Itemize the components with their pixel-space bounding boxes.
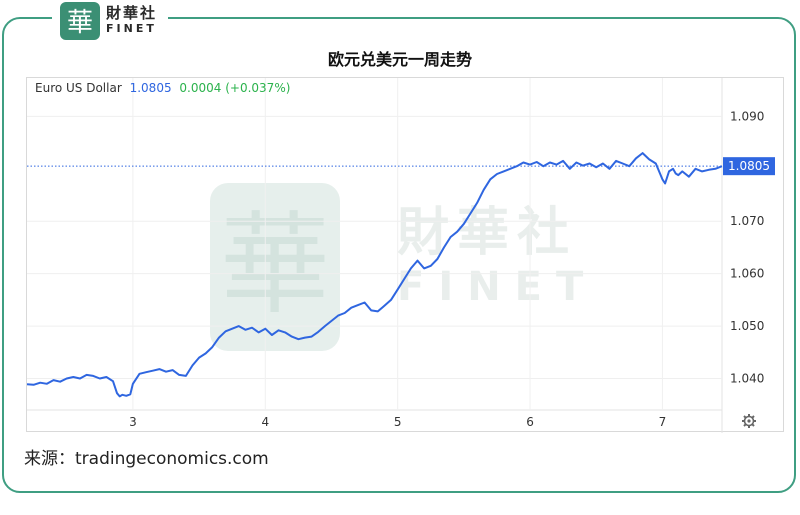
y-axis: 1.090 1.070 1.060 1.050 1.040 <box>730 109 764 385</box>
y-tick-label: 1.050 <box>730 319 764 333</box>
chart-header: Euro US Dollar 1.0805 0.0004 (+0.037%) <box>35 81 290 95</box>
x-tick-label: 7 <box>659 415 667 429</box>
brand-name-en: FINET <box>106 22 157 35</box>
series-price: 1.0805 <box>130 81 172 95</box>
svg-text:Euro US Dollar 1.0805: Euro US Dollar 1.0805 0.0004 (+0.037%) <box>35 81 290 95</box>
chart-title: 欧元兑美元一周走势 <box>327 50 472 69</box>
gear-icon[interactable] <box>742 414 756 428</box>
series-name: Euro US Dollar <box>35 81 122 95</box>
brand-seal: 華 <box>60 2 100 40</box>
current-price-box <box>723 157 775 176</box>
source-note: 来源：tradingeconomics.com <box>24 449 269 469</box>
series-change: 0.0004 (+0.037%) <box>179 81 290 95</box>
y-tick-label: 1.060 <box>730 267 764 281</box>
y-tick-label: 1.070 <box>730 214 764 228</box>
seal-icon: 華 <box>67 8 93 38</box>
x-tick-label: 5 <box>394 415 402 429</box>
current-price-label: 1.0805 <box>728 159 770 173</box>
series <box>27 152 723 398</box>
x-tick-label: 4 <box>261 415 269 429</box>
y-tick-label: 1.040 <box>730 372 764 386</box>
watermark-name-cn: 財華社 <box>397 203 577 263</box>
y-tick-label: 1.090 <box>730 109 764 123</box>
watermark-name-en: FINET <box>397 264 597 310</box>
grid <box>27 78 723 433</box>
x-tick-label: 3 <box>129 415 137 429</box>
chart-area: 華 財華社 FINET 1.090 1.070 1.060 1.050 1.040 3 4… <box>26 77 784 433</box>
series-line <box>27 152 723 398</box>
line-chart: 華 財華社 FINET 1.090 1.070 1.060 1.050 1.040 3 4… <box>27 78 775 433</box>
seal-char: 華 <box>67 8 93 38</box>
card-frame <box>2 17 796 493</box>
x-tick-label: 6 <box>526 415 534 429</box>
x-axis: 3 4 5 6 7 <box>129 415 666 429</box>
brand-name-cn: 財華社 <box>106 4 158 22</box>
current-price-tag: 1.0805 <box>27 157 775 176</box>
watermark-seal-char: 華 <box>220 201 330 329</box>
watermark: 華 財華社 FINET <box>210 183 597 351</box>
